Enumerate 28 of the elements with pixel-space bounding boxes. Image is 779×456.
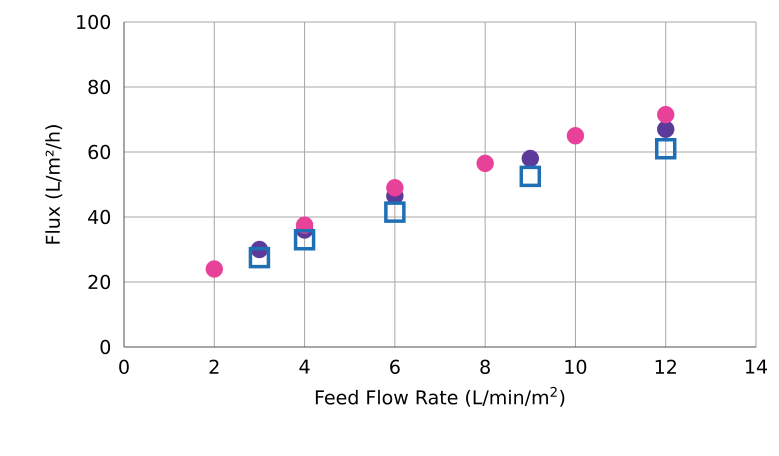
y-tick-label: 80: [88, 80, 110, 94]
y-tick-label: 100: [77, 14, 110, 30]
y-tick-label: 0: [100, 340, 110, 354]
y-tick-label: 20: [88, 274, 110, 290]
y-tick-label: 60: [88, 144, 110, 160]
point: [654, 138, 676, 160]
y-axis-title: Flux (L/m²/h): [45, 125, 62, 244]
point: [520, 166, 542, 188]
point: [476, 154, 494, 172]
x-tick-label: 0: [119, 360, 129, 374]
point: [206, 260, 223, 278]
point: [248, 246, 270, 268]
point: [384, 201, 406, 223]
point: [522, 150, 539, 168]
x-tick-label: 2: [210, 360, 218, 374]
y-tick-label: 40: [88, 210, 110, 224]
point: [386, 179, 404, 196]
x-tick-label: 8: [480, 360, 490, 374]
x-tick-label: 12: [656, 360, 676, 374]
point: [294, 229, 316, 250]
point: [657, 120, 674, 138]
x-axis-title: Feed Flow Rate (L/min/m$^{2}$): [316, 386, 564, 407]
point: [566, 127, 584, 144]
point: [657, 106, 674, 124]
x-tick-label: 14: [746, 360, 768, 374]
x-tick-label: 10: [565, 360, 586, 374]
x-tick-label: 6: [390, 360, 400, 374]
x-tick-label: 4: [299, 360, 310, 374]
